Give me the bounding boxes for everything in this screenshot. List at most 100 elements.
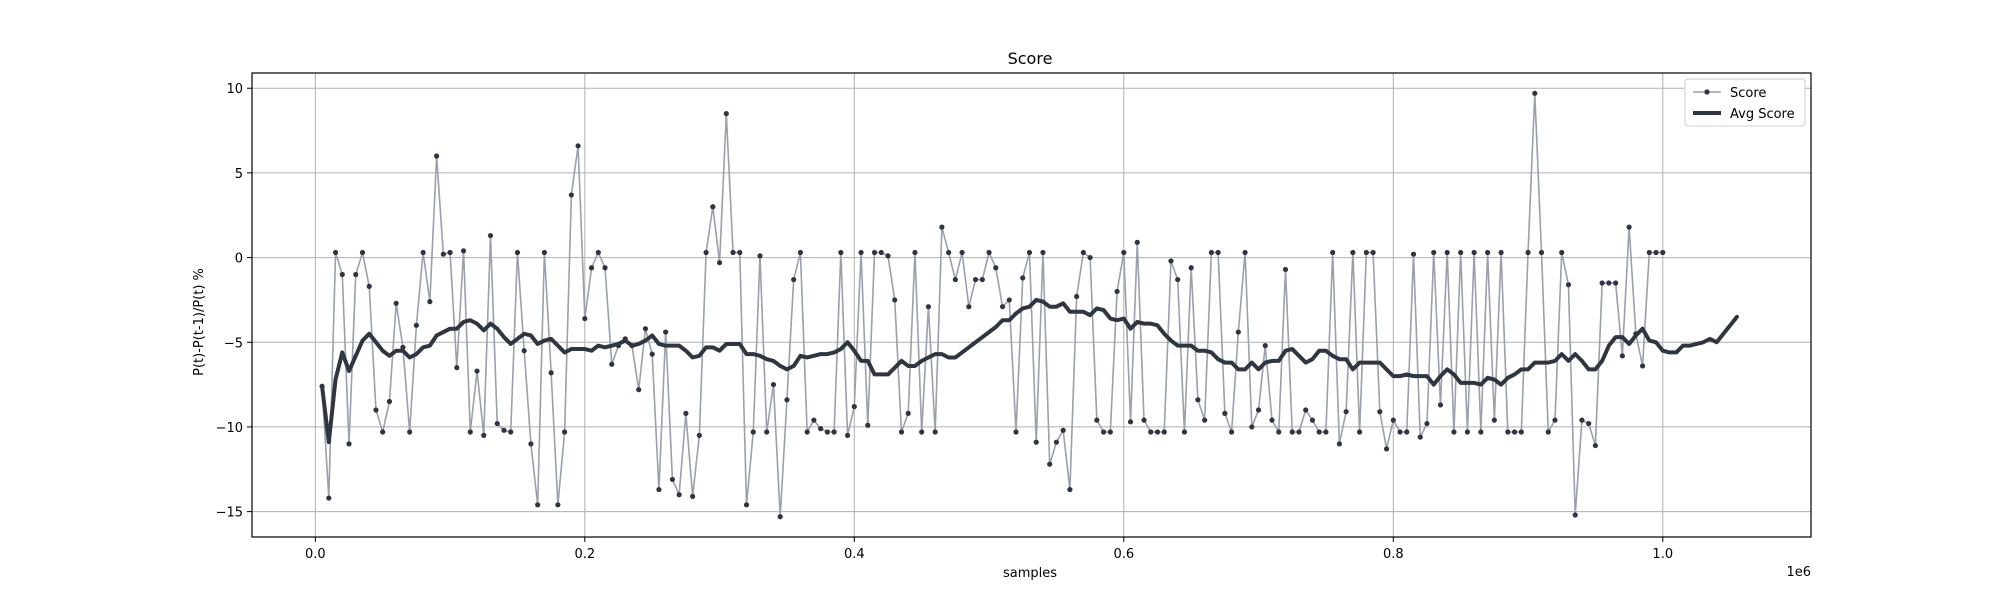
score-point <box>1619 353 1625 359</box>
score-point <box>1653 249 1659 256</box>
score-point <box>1100 429 1107 435</box>
score-point <box>1586 420 1592 427</box>
score-point <box>501 427 507 433</box>
y-tick-label: −10 <box>216 421 243 436</box>
score-point <box>508 429 514 435</box>
score-point <box>797 249 804 256</box>
score-point <box>1572 512 1578 518</box>
score-point <box>1154 429 1161 435</box>
score-point <box>353 271 359 278</box>
score-point <box>791 276 797 283</box>
score-point <box>1592 442 1599 449</box>
score-point <box>1545 429 1551 435</box>
score-point <box>400 344 406 350</box>
score-point <box>447 249 453 256</box>
score-point <box>440 251 446 257</box>
score-point <box>1336 441 1342 447</box>
score-point <box>1437 402 1444 408</box>
score-point <box>386 398 393 405</box>
score-point <box>1377 409 1383 415</box>
score-point <box>1363 249 1369 256</box>
score-point <box>1404 429 1410 435</box>
score-point <box>993 265 999 271</box>
score-point <box>858 249 864 256</box>
score-point <box>642 326 649 332</box>
avg-score-line <box>320 297 1739 445</box>
score-point <box>966 304 972 310</box>
score-point <box>912 249 918 256</box>
score-point <box>1053 439 1060 445</box>
score-point <box>467 429 473 435</box>
score-point <box>582 315 588 322</box>
score-point <box>413 322 419 328</box>
score-point <box>1579 417 1585 423</box>
score-point <box>1127 419 1134 425</box>
score-point <box>1383 446 1390 452</box>
score-point <box>1087 254 1093 261</box>
score-point <box>1080 249 1086 256</box>
x-axis: 0.0 0.2 0.4 0.6 0.8 1.0 <box>305 537 1673 562</box>
score-point <box>1444 249 1450 256</box>
score-point <box>690 493 696 499</box>
score-point <box>831 429 837 435</box>
legend: Score Avg Score <box>1684 78 1806 127</box>
score-point <box>1525 249 1531 256</box>
score-point <box>1148 429 1154 435</box>
score-point <box>871 249 878 256</box>
score-point <box>1538 249 1545 256</box>
score-point <box>1181 429 1188 435</box>
score-point <box>595 249 601 256</box>
score-point <box>1289 429 1295 435</box>
score-point <box>481 432 487 438</box>
score-point <box>972 276 979 283</box>
score-point <box>1660 249 1666 256</box>
score-point <box>1323 429 1329 435</box>
score-point <box>1397 429 1403 435</box>
score-point <box>1626 224 1632 230</box>
legend-score-label: Score <box>1730 86 1766 101</box>
x-tick-label: 1.0 <box>1652 547 1673 562</box>
score-point <box>1202 417 1208 423</box>
score-point <box>1094 417 1100 423</box>
score-point <box>1565 282 1572 288</box>
score-point <box>898 429 905 435</box>
score-point <box>1020 275 1026 281</box>
score-point <box>1047 461 1053 467</box>
score-point <box>1040 249 1046 256</box>
score-point <box>925 304 932 310</box>
y-axis-label: P(t)-P(t-1)/P(t) % <box>192 268 207 376</box>
score-point <box>1613 280 1619 286</box>
score-point <box>393 300 399 306</box>
score-point <box>1485 249 1491 256</box>
score-point <box>460 248 467 254</box>
score-point <box>939 224 945 230</box>
score-point <box>588 265 595 271</box>
score-point <box>636 387 642 393</box>
score-point <box>575 143 581 149</box>
legend-avg-score-label: Avg Score <box>1730 107 1795 122</box>
score-point <box>1195 397 1201 403</box>
score-point <box>1262 343 1268 349</box>
score-point <box>1599 280 1605 286</box>
score-point <box>669 476 676 483</box>
score-point <box>339 271 345 278</box>
score-point <box>1532 90 1538 96</box>
score-point <box>1276 429 1282 435</box>
score-point <box>1343 409 1349 415</box>
score-point <box>1060 427 1066 433</box>
x-tick-label: 0.8 <box>1383 547 1404 562</box>
score-point <box>1215 249 1221 256</box>
score-point <box>743 502 750 508</box>
score-point <box>1646 249 1652 256</box>
score-point <box>514 249 521 256</box>
score-point <box>1033 439 1039 445</box>
score-point <box>1498 249 1504 256</box>
score-point <box>811 417 817 423</box>
score-point <box>1074 293 1080 300</box>
avg-score-series <box>320 297 1739 445</box>
y-tick-label: −5 <box>224 336 243 351</box>
score-point <box>548 370 554 376</box>
x-tick-label: 0.2 <box>574 547 595 562</box>
score-point <box>999 304 1006 310</box>
score-point <box>407 429 413 435</box>
